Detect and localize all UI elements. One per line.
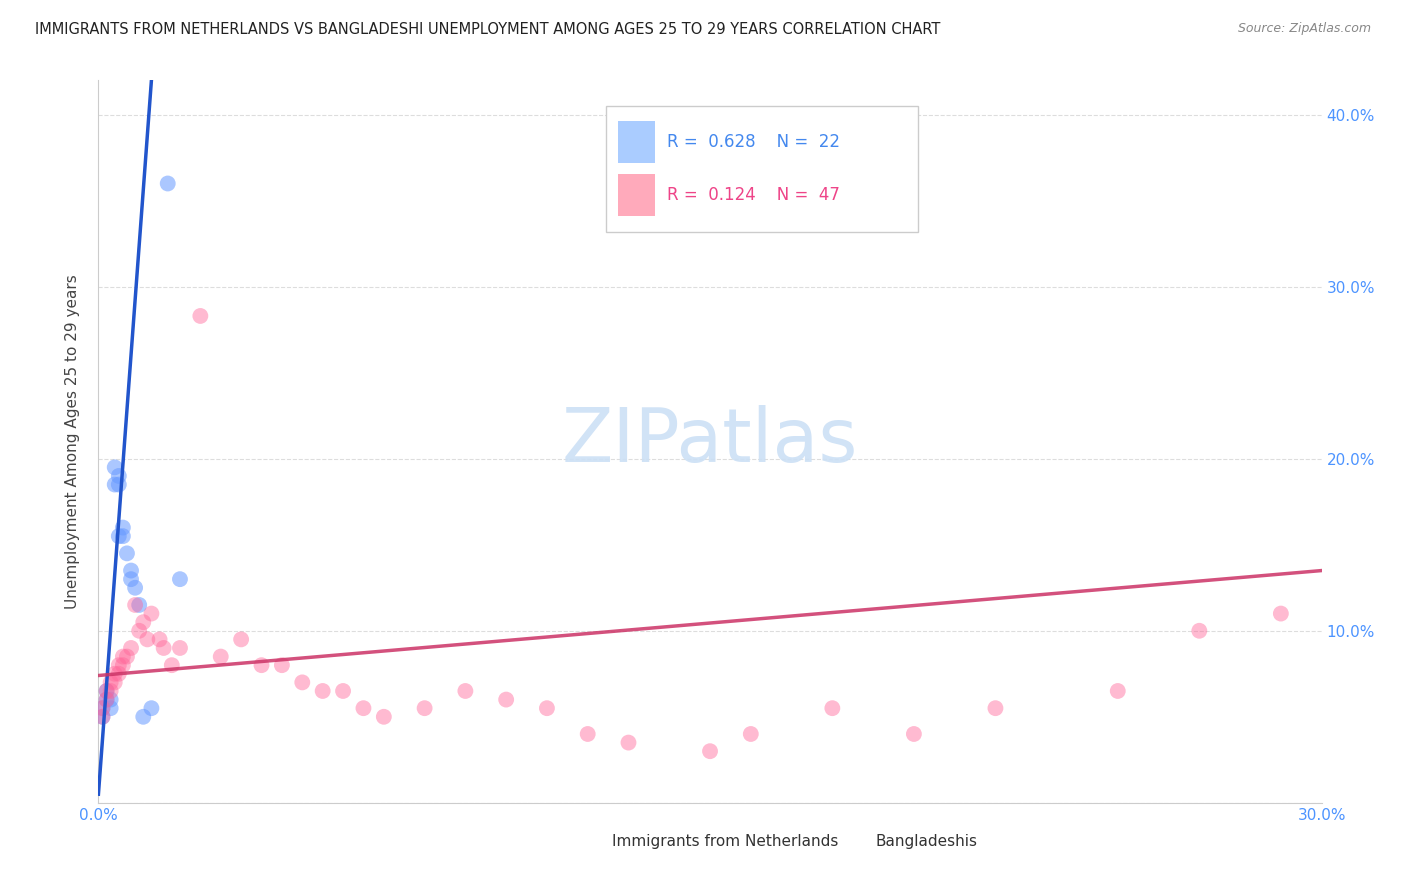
Text: R =  0.124    N =  47: R = 0.124 N = 47 (668, 186, 841, 204)
Point (132, 710, 155, 724)
Point (699, 744, 721, 758)
FancyBboxPatch shape (619, 174, 655, 216)
Point (209, 649, 232, 664)
Point (100, 684, 122, 698)
FancyBboxPatch shape (569, 828, 603, 855)
Point (96, 684, 118, 698)
Point (115, 546, 138, 560)
Point (152, 640, 174, 655)
Point (984, 701, 1007, 715)
Point (373, 710, 395, 724)
Point (149, 632, 172, 647)
Point (156, 177, 179, 191)
Point (104, 477, 127, 491)
Point (91, 701, 114, 715)
Point (128, 624, 150, 638)
FancyBboxPatch shape (606, 105, 918, 232)
Point (136, 632, 159, 647)
Point (91, 710, 114, 724)
Point (111, 529, 134, 543)
Point (903, 727, 925, 741)
Point (1270, 607, 1292, 621)
Point (617, 735, 640, 749)
Point (100, 675, 122, 690)
Point (536, 701, 558, 715)
Point (495, 692, 517, 706)
Point (108, 469, 131, 483)
Point (312, 684, 335, 698)
Point (576, 727, 599, 741)
Point (96, 692, 118, 706)
Point (108, 666, 131, 681)
Text: R =  0.628    N =  22: R = 0.628 N = 22 (668, 134, 841, 152)
Point (141, 607, 163, 621)
Point (108, 658, 131, 673)
Point (821, 701, 844, 715)
Point (270, 658, 294, 673)
Point (169, 572, 191, 586)
Text: IMMIGRANTS FROM NETHERLANDS VS BANGLADESHI UNEMPLOYMENT AMONG AGES 25 TO 29 YEAR: IMMIGRANTS FROM NETHERLANDS VS BANGLADES… (35, 22, 941, 37)
Point (91, 701, 114, 715)
Point (332, 684, 354, 698)
Text: Bangladeshis: Bangladeshis (875, 834, 977, 848)
Point (104, 460, 127, 475)
Point (120, 572, 142, 586)
Point (413, 701, 436, 715)
Point (1188, 624, 1211, 638)
Point (108, 477, 131, 491)
Point (291, 675, 314, 690)
Point (352, 701, 374, 715)
Point (104, 666, 127, 681)
Point (111, 649, 134, 664)
Point (250, 658, 273, 673)
Point (91, 710, 114, 724)
Text: Source: ZipAtlas.com: Source: ZipAtlas.com (1237, 22, 1371, 36)
Point (104, 675, 127, 690)
Text: ZIPatlas: ZIPatlas (562, 405, 858, 478)
Point (231, 632, 253, 647)
Point (132, 615, 155, 630)
Point (100, 701, 122, 715)
Point (124, 598, 146, 612)
Point (160, 658, 183, 673)
Point (169, 640, 191, 655)
Point (141, 701, 163, 715)
Text: Immigrants from Netherlands: Immigrants from Netherlands (612, 834, 838, 848)
Point (100, 692, 122, 706)
Point (120, 640, 142, 655)
Point (124, 581, 146, 595)
Point (188, 309, 212, 323)
Point (454, 684, 477, 698)
Point (108, 529, 131, 543)
Point (128, 598, 150, 612)
Y-axis label: Unemployment Among Ages 25 to 29 years: Unemployment Among Ages 25 to 29 years (65, 274, 80, 609)
Point (115, 649, 138, 664)
Point (111, 520, 134, 534)
Point (1107, 684, 1129, 698)
FancyBboxPatch shape (832, 828, 866, 855)
Point (96, 684, 118, 698)
Point (96, 692, 118, 706)
FancyBboxPatch shape (619, 121, 655, 163)
Point (120, 564, 142, 578)
Point (111, 658, 134, 673)
Point (740, 727, 762, 741)
